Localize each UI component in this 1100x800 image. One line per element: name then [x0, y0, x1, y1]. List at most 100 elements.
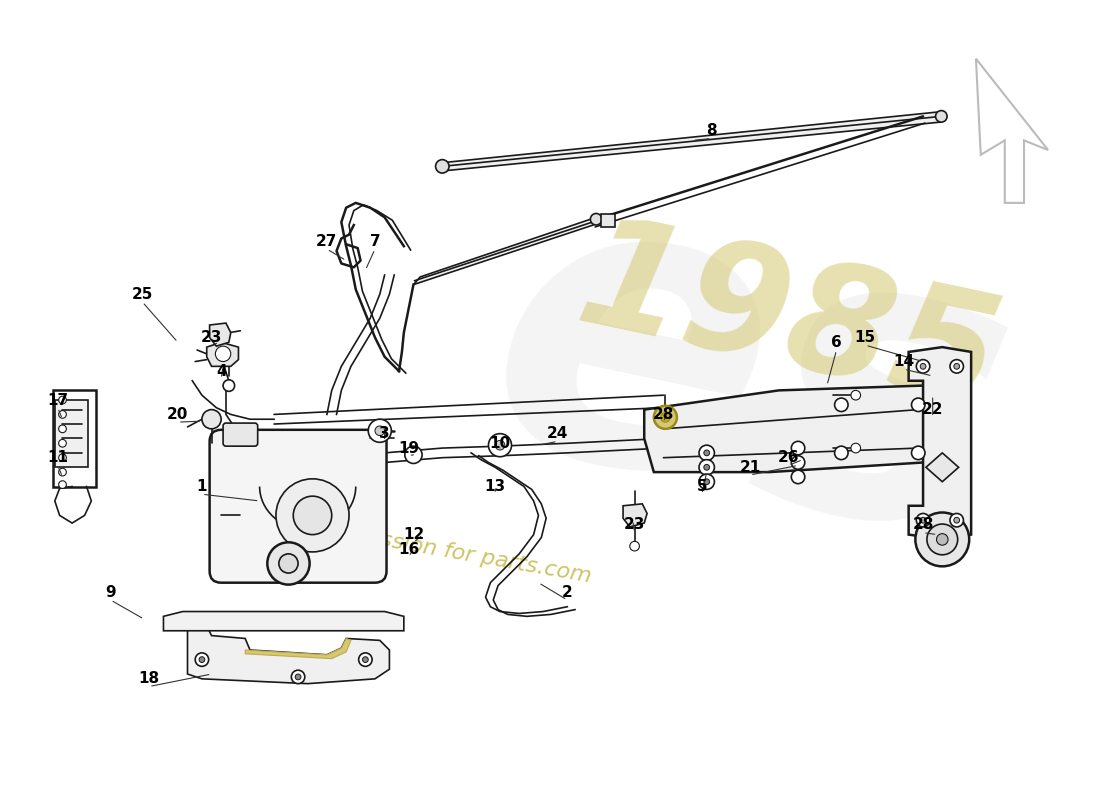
Circle shape — [630, 542, 639, 551]
Polygon shape — [164, 611, 404, 630]
Polygon shape — [187, 626, 389, 684]
Text: 25: 25 — [132, 286, 153, 302]
Text: 4: 4 — [216, 364, 227, 378]
Polygon shape — [414, 218, 596, 285]
Circle shape — [661, 413, 670, 422]
Circle shape — [436, 160, 449, 173]
Text: 5: 5 — [696, 479, 707, 494]
Circle shape — [698, 460, 714, 475]
Text: 27: 27 — [316, 234, 338, 249]
Text: 18: 18 — [139, 671, 159, 686]
Circle shape — [495, 440, 505, 450]
Circle shape — [195, 653, 209, 666]
Text: 12: 12 — [403, 527, 425, 542]
Circle shape — [950, 514, 964, 527]
Circle shape — [267, 542, 309, 585]
Circle shape — [295, 674, 301, 680]
Text: 14: 14 — [893, 354, 914, 369]
Polygon shape — [645, 386, 937, 472]
Circle shape — [375, 426, 385, 435]
Polygon shape — [245, 638, 351, 658]
Text: 28: 28 — [652, 407, 674, 422]
Polygon shape — [926, 453, 958, 482]
Circle shape — [927, 524, 958, 555]
Text: es: es — [459, 136, 1042, 626]
Circle shape — [950, 360, 964, 373]
Circle shape — [223, 380, 234, 391]
Circle shape — [954, 363, 959, 370]
Circle shape — [278, 554, 298, 573]
Text: 15: 15 — [855, 330, 876, 345]
Text: 20: 20 — [167, 407, 188, 422]
FancyBboxPatch shape — [55, 400, 88, 467]
Circle shape — [851, 390, 860, 400]
Text: 2: 2 — [562, 585, 573, 600]
Circle shape — [936, 110, 947, 122]
Circle shape — [58, 425, 66, 433]
Text: 19: 19 — [398, 441, 419, 455]
Text: 1: 1 — [197, 479, 207, 494]
Text: 22: 22 — [922, 402, 944, 417]
Text: 3: 3 — [379, 426, 389, 441]
Text: 6: 6 — [832, 335, 842, 350]
Circle shape — [921, 363, 926, 370]
Circle shape — [698, 445, 714, 461]
Circle shape — [292, 670, 305, 684]
Circle shape — [58, 396, 66, 404]
Circle shape — [591, 214, 602, 225]
Polygon shape — [623, 504, 647, 527]
Polygon shape — [207, 342, 239, 366]
Polygon shape — [601, 214, 615, 227]
Text: 13: 13 — [485, 479, 506, 494]
Circle shape — [704, 450, 710, 456]
Circle shape — [58, 410, 66, 418]
Text: 16: 16 — [398, 542, 419, 557]
Text: 23: 23 — [624, 518, 646, 533]
Circle shape — [698, 474, 714, 490]
Circle shape — [58, 439, 66, 447]
Text: 7: 7 — [370, 234, 381, 249]
FancyBboxPatch shape — [223, 423, 257, 446]
Text: 9: 9 — [106, 585, 116, 600]
Circle shape — [835, 398, 848, 411]
Circle shape — [916, 360, 930, 373]
Text: 17: 17 — [47, 393, 68, 407]
Circle shape — [58, 468, 66, 476]
FancyBboxPatch shape — [210, 430, 386, 582]
Circle shape — [912, 446, 925, 460]
Circle shape — [704, 465, 710, 470]
Text: 28: 28 — [912, 518, 934, 533]
Circle shape — [916, 514, 930, 527]
Polygon shape — [440, 111, 943, 171]
Circle shape — [58, 481, 66, 489]
Text: 1985: 1985 — [565, 206, 1012, 440]
Circle shape — [835, 446, 848, 460]
Circle shape — [653, 406, 676, 429]
Circle shape — [363, 657, 368, 662]
Polygon shape — [210, 323, 231, 346]
Circle shape — [936, 534, 948, 545]
Circle shape — [368, 419, 392, 442]
Text: 11: 11 — [47, 450, 68, 465]
Circle shape — [405, 446, 422, 463]
Circle shape — [954, 518, 959, 523]
Circle shape — [276, 479, 349, 552]
Polygon shape — [909, 347, 971, 539]
Text: 8: 8 — [706, 123, 717, 138]
Text: 26: 26 — [778, 450, 800, 465]
Circle shape — [912, 398, 925, 411]
Circle shape — [488, 434, 512, 457]
Circle shape — [294, 496, 332, 534]
Circle shape — [216, 346, 231, 362]
Circle shape — [359, 653, 372, 666]
Text: 10: 10 — [490, 436, 510, 450]
Circle shape — [791, 456, 805, 470]
Text: a passion for parts.com: a passion for parts.com — [331, 522, 593, 586]
Circle shape — [791, 442, 805, 455]
Circle shape — [851, 443, 860, 453]
Circle shape — [791, 470, 805, 484]
Circle shape — [704, 479, 710, 485]
Circle shape — [199, 657, 205, 662]
Circle shape — [915, 513, 969, 566]
Circle shape — [202, 410, 221, 429]
